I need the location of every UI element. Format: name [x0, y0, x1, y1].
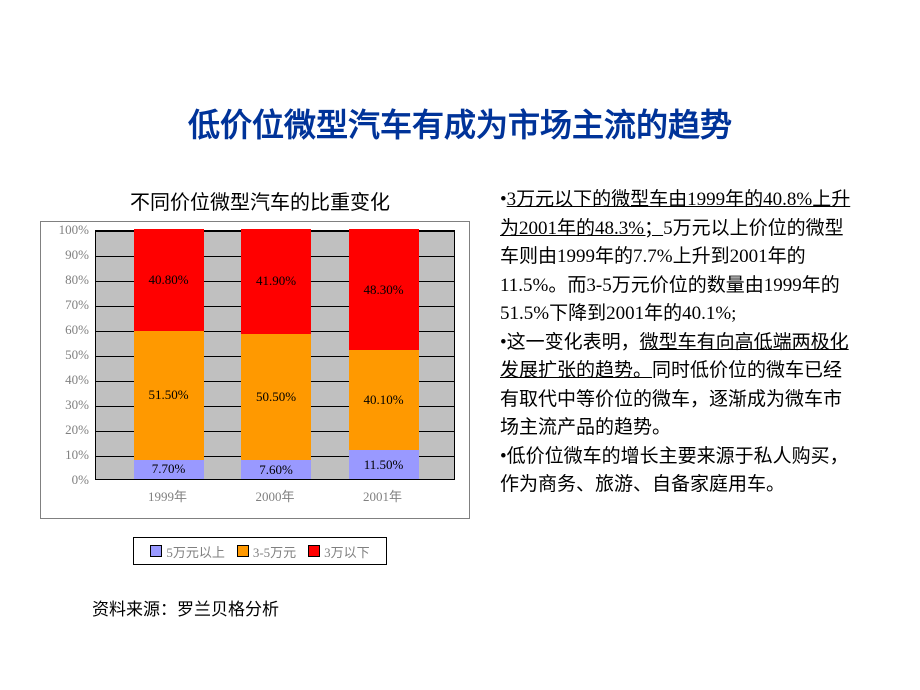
y-tick-label: 70%: [41, 297, 89, 313]
y-tick-label: 30%: [41, 397, 89, 413]
chart-container: 7.70% 51.50% 40.80% 7.60% 50.50% 41.90% 11.50%…: [40, 221, 470, 519]
text-run: 这一变化表明，: [507, 332, 640, 353]
bar-segment: 50.50%: [241, 334, 311, 460]
legend-swatch: [237, 545, 249, 557]
bar-segment: 51.50%: [134, 331, 204, 460]
source-text: 资料来源：罗兰贝格分析: [92, 595, 480, 620]
y-tick-label: 50%: [41, 347, 89, 363]
y-tick-label: 60%: [41, 322, 89, 338]
text-run: 低价位微车的增长主要来源于私人购买，作为商务、旅游、自备家庭用车。: [500, 446, 849, 496]
bar-segment: 11.50%: [349, 450, 419, 479]
y-tick-label: 90%: [41, 247, 89, 263]
bar-segment: 40.80%: [134, 229, 204, 331]
slide-root: 低价位微型汽车有成为市场主流的趋势 不同价位微型汽车的比重变化 7.70% 51.…: [0, 0, 920, 690]
legend: 5万元以上 3-5万元 3万以下: [133, 537, 387, 565]
chart-column: 不同价位微型汽车的比重变化 7.70% 51.50% 40.80% 7.60% 50.5…: [40, 186, 480, 620]
text-column: •3万元以下的微型车由1999年的40.8%上升为2001年的48.3%；5万元…: [480, 186, 860, 620]
bullet-paragraph: •低价位微车的增长主要来源于私人购买，作为商务、旅游、自备家庭用车。: [500, 443, 860, 500]
bar-segment-label: 50.50%: [241, 389, 311, 405]
x-category-label: 1999年: [133, 486, 203, 505]
legend-item: 3万以下: [308, 542, 370, 561]
bar-segment-label: 40.80%: [134, 272, 204, 288]
bar-segment-label: 41.90%: [241, 273, 311, 289]
bar-segment-label: 7.70%: [134, 461, 204, 477]
bar-segment-label: 11.50%: [349, 457, 419, 473]
x-category-label: 2000年: [240, 486, 310, 505]
chart-subtitle: 不同价位微型汽车的比重变化: [40, 186, 480, 215]
y-tick-label: 20%: [41, 422, 89, 438]
bar-segment: 40.10%: [349, 350, 419, 450]
legend-item: 5万元以上: [150, 542, 225, 561]
legend-swatch: [308, 545, 320, 557]
bullet-char: •: [500, 446, 507, 467]
bar-segment: 41.90%: [241, 229, 311, 334]
y-tick-label: 10%: [41, 447, 89, 463]
legend-item: 3-5万元: [237, 542, 296, 561]
bullet-paragraph: •3万元以下的微型车由1999年的40.8%上升为2001年的48.3%；5万元…: [500, 186, 860, 329]
legend-label: 5万元以上: [166, 542, 225, 561]
y-tick-label: 80%: [41, 272, 89, 288]
bar-group: 7.70% 51.50% 40.80%: [134, 229, 204, 479]
bar-segment-label: 7.60%: [241, 462, 311, 478]
bar-segment-label: 40.10%: [349, 392, 419, 408]
bar-segment-label: 48.30%: [349, 282, 419, 298]
bullet-paragraph: •这一变化表明，微型车有向高低端两极化发展扩张的趋势。同时低价位的微车已经有取代…: [500, 329, 860, 443]
bullet-char: •: [500, 332, 507, 353]
content-row: 不同价位微型汽车的比重变化 7.70% 51.50% 40.80% 7.60% 50.5…: [0, 186, 920, 620]
y-tick-label: 40%: [41, 372, 89, 388]
legend-swatch: [150, 545, 162, 557]
plot-area: 7.70% 51.50% 40.80% 7.60% 50.50% 41.90% 11.50%…: [95, 230, 455, 480]
bar-segment: 48.30%: [349, 229, 419, 350]
bar-segment: 7.70%: [134, 460, 204, 479]
y-tick-label: 0%: [41, 472, 89, 488]
legend-label: 3万以下: [324, 542, 370, 561]
bullet-char: •: [500, 189, 507, 210]
y-tick-label: 100%: [41, 222, 89, 238]
x-category-label: 2001年: [348, 486, 418, 505]
bar-segment-label: 51.50%: [134, 387, 204, 403]
slide-title: 低价位微型汽车有成为市场主流的趋势: [0, 100, 920, 146]
bar-segment: 7.60%: [241, 460, 311, 479]
legend-label: 3-5万元: [253, 542, 296, 561]
bar-group: 11.50% 40.10% 48.30%: [349, 229, 419, 479]
bar-group: 7.60% 50.50% 41.90%: [241, 229, 311, 479]
